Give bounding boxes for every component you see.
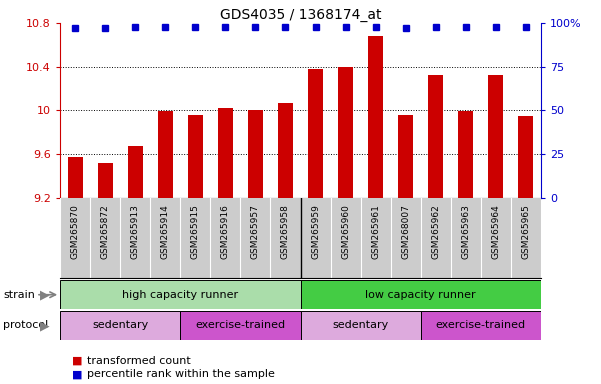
Bar <box>218 108 233 198</box>
Bar <box>60 280 300 309</box>
Bar <box>248 111 263 198</box>
Text: ■: ■ <box>72 369 82 379</box>
Bar <box>398 115 413 198</box>
Bar <box>278 103 293 198</box>
Text: GSM265960: GSM265960 <box>341 204 350 259</box>
Bar <box>188 115 203 198</box>
Text: high capacity runner: high capacity runner <box>122 290 239 300</box>
Text: GSM265962: GSM265962 <box>432 204 440 259</box>
Text: GSM265872: GSM265872 <box>101 204 109 259</box>
Bar <box>180 311 300 340</box>
Text: GSM268007: GSM268007 <box>401 204 410 259</box>
Bar <box>127 146 143 198</box>
Bar <box>368 36 383 198</box>
Text: GSM265964: GSM265964 <box>492 204 500 259</box>
Text: GSM265914: GSM265914 <box>161 204 169 259</box>
Text: exercise-trained: exercise-trained <box>436 320 526 331</box>
Bar <box>67 157 82 198</box>
Text: low capacity runner: low capacity runner <box>365 290 476 300</box>
Bar <box>308 69 323 198</box>
Text: ■: ■ <box>72 356 82 366</box>
Bar <box>157 111 173 198</box>
Bar <box>338 67 353 198</box>
Text: GSM265870: GSM265870 <box>71 204 79 259</box>
Text: exercise-trained: exercise-trained <box>195 320 285 331</box>
Bar <box>60 311 180 340</box>
Text: GSM265963: GSM265963 <box>462 204 470 259</box>
Bar <box>428 76 443 198</box>
Bar <box>421 311 541 340</box>
Text: percentile rank within the sample: percentile rank within the sample <box>87 369 275 379</box>
Text: GSM265958: GSM265958 <box>281 204 290 259</box>
Text: strain: strain <box>3 290 35 300</box>
Text: ▶: ▶ <box>40 319 50 332</box>
Text: GSM265916: GSM265916 <box>221 204 230 259</box>
Bar <box>300 280 541 309</box>
Bar <box>488 76 503 198</box>
Text: GSM265957: GSM265957 <box>251 204 260 259</box>
Text: GSM265959: GSM265959 <box>311 204 320 259</box>
Bar <box>458 111 474 198</box>
Text: GSM265961: GSM265961 <box>371 204 380 259</box>
Text: protocol: protocol <box>3 320 48 331</box>
Text: transformed count: transformed count <box>87 356 191 366</box>
Title: GDS4035 / 1368174_at: GDS4035 / 1368174_at <box>220 8 381 22</box>
Bar <box>300 311 421 340</box>
Bar <box>97 163 113 198</box>
Text: GSM265915: GSM265915 <box>191 204 200 259</box>
Bar <box>518 116 534 198</box>
Text: ▶: ▶ <box>40 288 50 301</box>
Text: GSM265965: GSM265965 <box>522 204 530 259</box>
Text: sedentary: sedentary <box>92 320 148 331</box>
Text: sedentary: sedentary <box>332 320 389 331</box>
Text: GSM265913: GSM265913 <box>131 204 139 259</box>
